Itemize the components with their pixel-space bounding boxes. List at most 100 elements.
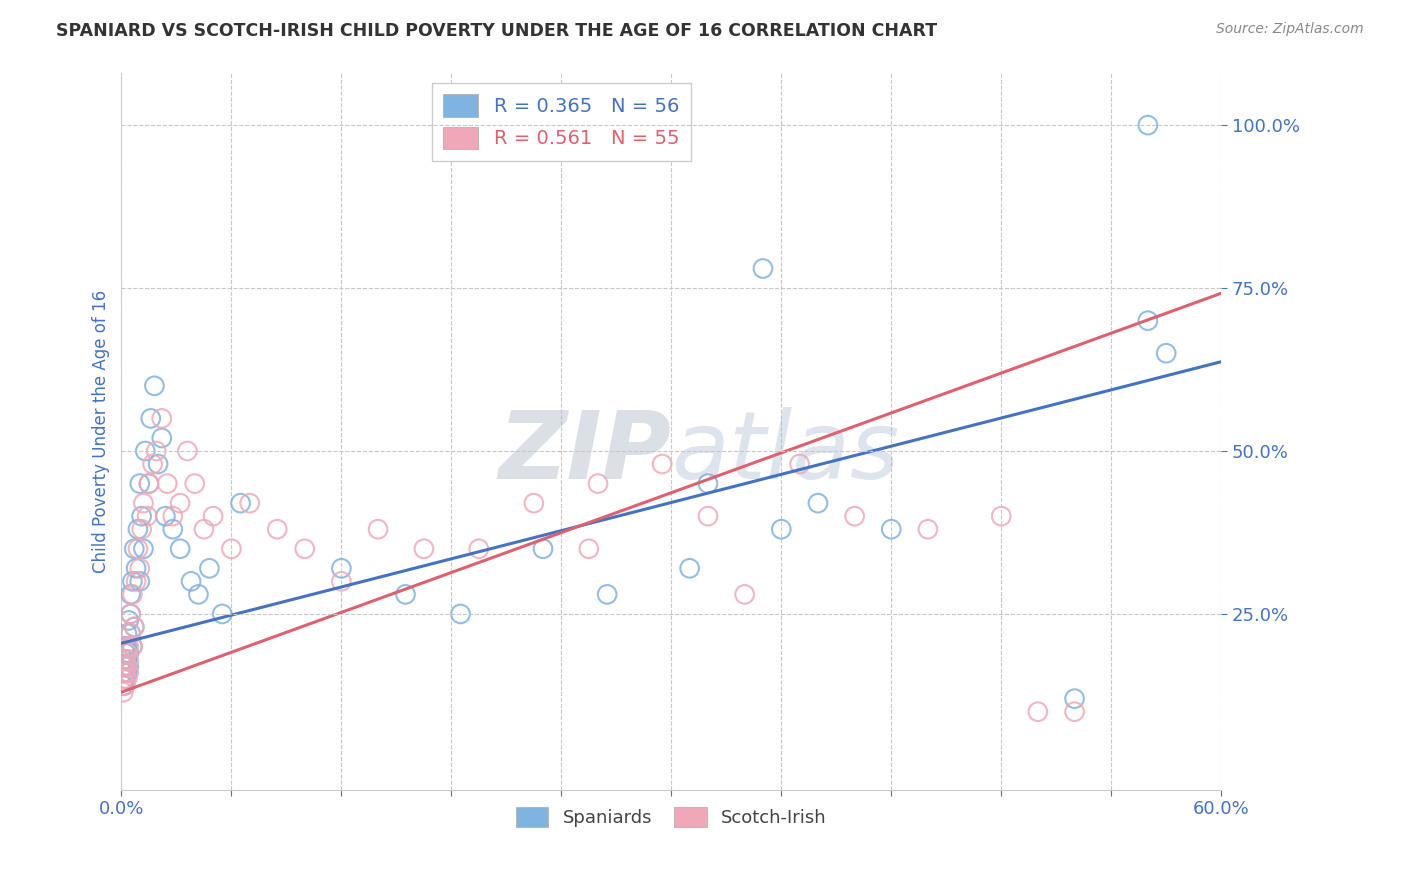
Point xyxy=(139,411,162,425)
Point xyxy=(586,476,609,491)
Point xyxy=(162,522,184,536)
Y-axis label: Child Poverty Under the Age of 16: Child Poverty Under the Age of 16 xyxy=(93,290,110,573)
Point xyxy=(121,640,143,654)
Point xyxy=(128,574,150,589)
Point xyxy=(394,587,416,601)
Point xyxy=(112,679,135,693)
Point xyxy=(114,672,136,686)
Point xyxy=(578,541,600,556)
Point xyxy=(180,574,202,589)
Point xyxy=(221,541,243,556)
Point xyxy=(131,509,153,524)
Point xyxy=(150,411,173,425)
Point xyxy=(198,561,221,575)
Point xyxy=(330,574,353,589)
Point xyxy=(330,561,353,575)
Point xyxy=(651,457,673,471)
Point xyxy=(150,431,173,445)
Point xyxy=(1154,346,1177,360)
Point xyxy=(134,444,156,458)
Point xyxy=(114,659,136,673)
Point xyxy=(125,574,148,589)
Point xyxy=(1063,705,1085,719)
Point xyxy=(115,672,138,686)
Point xyxy=(115,659,138,673)
Point xyxy=(112,665,135,680)
Point xyxy=(679,561,702,575)
Point xyxy=(412,541,434,556)
Point xyxy=(844,509,866,524)
Point xyxy=(115,640,138,654)
Point xyxy=(127,522,149,536)
Text: ZIP: ZIP xyxy=(499,407,671,499)
Point xyxy=(115,646,138,660)
Point xyxy=(146,457,169,471)
Point xyxy=(211,607,233,621)
Point xyxy=(114,665,136,680)
Point xyxy=(112,672,135,686)
Point xyxy=(121,640,143,654)
Point xyxy=(143,379,166,393)
Point xyxy=(752,261,775,276)
Point xyxy=(596,587,619,601)
Point xyxy=(1026,705,1049,719)
Point xyxy=(114,640,136,654)
Point xyxy=(120,626,142,640)
Point xyxy=(120,607,142,621)
Point xyxy=(120,607,142,621)
Point xyxy=(1136,313,1159,327)
Point xyxy=(155,509,177,524)
Point xyxy=(118,665,141,680)
Point xyxy=(193,522,215,536)
Point xyxy=(156,476,179,491)
Point xyxy=(136,509,159,524)
Point xyxy=(128,476,150,491)
Point xyxy=(115,652,138,666)
Point xyxy=(114,679,136,693)
Point xyxy=(122,620,145,634)
Point xyxy=(138,476,160,491)
Point xyxy=(789,457,811,471)
Point xyxy=(118,640,141,654)
Text: atlas: atlas xyxy=(671,408,900,499)
Point xyxy=(239,496,262,510)
Point xyxy=(523,496,546,510)
Point xyxy=(202,509,225,524)
Point xyxy=(112,685,135,699)
Point xyxy=(118,646,141,660)
Point xyxy=(1063,691,1085,706)
Point xyxy=(468,541,491,556)
Legend: Spaniards, Scotch-Irish: Spaniards, Scotch-Irish xyxy=(509,799,834,835)
Point xyxy=(187,587,209,601)
Point xyxy=(112,652,135,666)
Point xyxy=(531,541,554,556)
Point xyxy=(697,476,720,491)
Point xyxy=(112,659,135,673)
Point xyxy=(118,614,141,628)
Point xyxy=(132,541,155,556)
Point xyxy=(450,607,472,621)
Point xyxy=(118,659,141,673)
Point xyxy=(294,541,316,556)
Point xyxy=(807,496,830,510)
Point xyxy=(115,665,138,680)
Point xyxy=(120,626,142,640)
Point xyxy=(697,509,720,524)
Point xyxy=(118,652,141,666)
Point xyxy=(114,646,136,660)
Point xyxy=(120,587,142,601)
Point xyxy=(880,522,903,536)
Point xyxy=(115,626,138,640)
Point xyxy=(169,496,191,510)
Point xyxy=(169,541,191,556)
Point xyxy=(132,496,155,510)
Point xyxy=(266,522,288,536)
Text: Source: ZipAtlas.com: Source: ZipAtlas.com xyxy=(1216,22,1364,37)
Text: SPANIARD VS SCOTCH-IRISH CHILD POVERTY UNDER THE AGE OF 16 CORRELATION CHART: SPANIARD VS SCOTCH-IRISH CHILD POVERTY U… xyxy=(56,22,938,40)
Point xyxy=(184,476,207,491)
Point xyxy=(131,522,153,536)
Point xyxy=(121,574,143,589)
Point xyxy=(122,620,145,634)
Point xyxy=(142,457,165,471)
Point xyxy=(145,444,167,458)
